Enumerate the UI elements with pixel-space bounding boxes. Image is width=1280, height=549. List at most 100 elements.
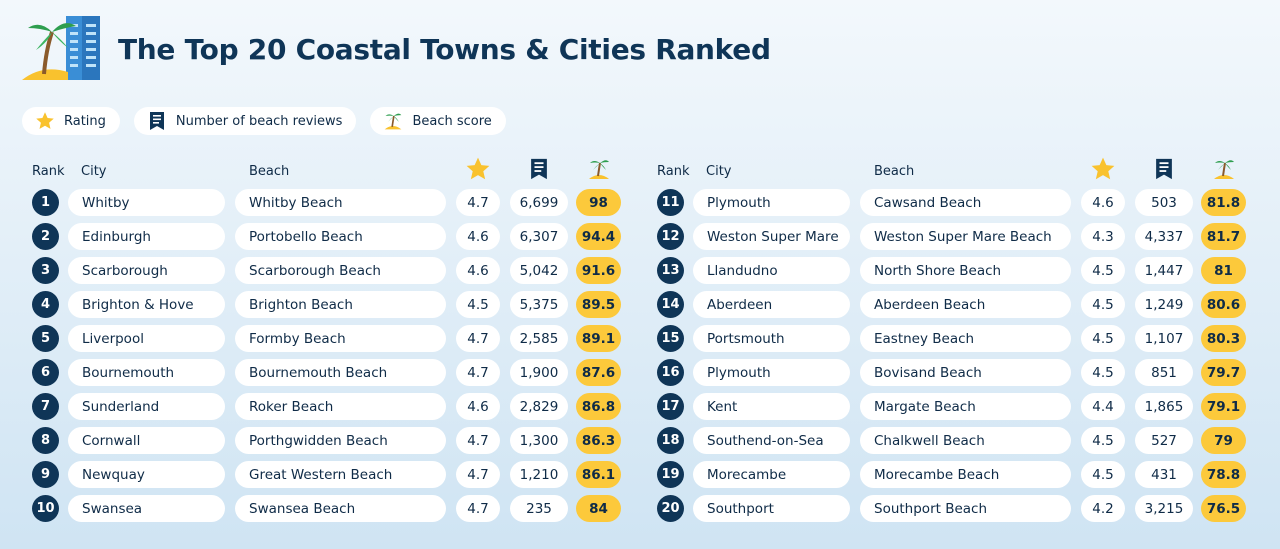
city-cell: Plymouth (693, 189, 850, 216)
city-cell: Southport (693, 495, 850, 522)
rank-header: Rank (32, 164, 65, 179)
document-icon (526, 155, 552, 183)
city-cell: Scarborough (68, 257, 225, 284)
score-cell: 89.1 (576, 325, 621, 352)
score-cell: 79 (1201, 427, 1246, 454)
city-cell: Bournemouth (68, 359, 225, 386)
beach-cell: Bovisand Beach (860, 359, 1071, 386)
reviews-cell: 431 (1135, 461, 1193, 488)
beach-cell: Brighton Beach (235, 291, 446, 318)
rank-badge: 10 (32, 495, 59, 522)
rating-cell: 4.7 (456, 359, 500, 386)
score-cell: 80.6 (1201, 291, 1246, 318)
city-cell: Plymouth (693, 359, 850, 386)
rank-badge: 2 (32, 223, 59, 250)
score-cell: 86.3 (576, 427, 621, 454)
city-cell: Whitby (68, 189, 225, 216)
rating-cell: 4.4 (1081, 393, 1125, 420)
rank-badge: 7 (32, 393, 59, 420)
rating-cell: 4.6 (456, 223, 500, 250)
reviews-cell: 503 (1135, 189, 1193, 216)
beach-cell: North Shore Beach (860, 257, 1071, 284)
rank-badge: 19 (657, 461, 684, 488)
reviews-cell: 5,375 (510, 291, 568, 318)
rating-cell: 4.5 (1081, 291, 1125, 318)
legend-reviews: Number of beach reviews (133, 107, 357, 135)
reviews-cell: 6,307 (510, 223, 568, 250)
legend-score-label: Beach score (412, 113, 492, 129)
legend-rating-label: Rating (64, 113, 106, 129)
reviews-cell: 1,300 (510, 427, 568, 454)
rating-cell: 4.3 (1081, 223, 1125, 250)
score-cell: 79.1 (1201, 393, 1246, 420)
reviews-cell: 1,865 (1135, 393, 1193, 420)
reviews-cell: 2,585 (510, 325, 568, 352)
rank-badge: 14 (657, 291, 684, 318)
rank-badge: 20 (657, 495, 684, 522)
beach-cell: Whitby Beach (235, 189, 446, 216)
beach-cell: Eastney Beach (860, 325, 1071, 352)
beach-cell: Cawsand Beach (860, 189, 1071, 216)
city-cell: Aberdeen (693, 291, 850, 318)
city-cell: Portsmouth (693, 325, 850, 352)
rating-cell: 4.6 (1081, 189, 1125, 216)
page-title: The Top 20 Coastal Towns & Cities Ranked (118, 32, 771, 66)
rank-badge: 11 (657, 189, 684, 216)
legend-rating: Rating (22, 107, 120, 135)
rank-badge: 13 (657, 257, 684, 284)
rank-badge: 9 (32, 461, 59, 488)
legend: Rating Number of beach reviews Beach sco… (22, 107, 506, 135)
city-cell: Morecambe (693, 461, 850, 488)
beach-cell: Swansea Beach (235, 495, 446, 522)
rank-badge: 5 (32, 325, 59, 352)
rank-badge: 1 (32, 189, 59, 216)
score-cell: 76.5 (1201, 495, 1246, 522)
rank-badge: 3 (32, 257, 59, 284)
score-cell: 94.4 (576, 223, 621, 250)
reviews-cell: 1,107 (1135, 325, 1193, 352)
city-cell: Kent (693, 393, 850, 420)
rating-cell: 4.5 (1081, 325, 1125, 352)
score-cell: 98 (576, 189, 621, 216)
rating-cell: 4.7 (456, 461, 500, 488)
reviews-cell: 1,900 (510, 359, 568, 386)
city-cell: Llandudno (693, 257, 850, 284)
beach-header: Beach (249, 164, 290, 179)
city-cell: Swansea (68, 495, 225, 522)
beach-cell: Aberdeen Beach (860, 291, 1071, 318)
city-cell: Liverpool (68, 325, 225, 352)
city-header: City (81, 164, 107, 179)
score-cell: 79.7 (1201, 359, 1246, 386)
rank-badge: 15 (657, 325, 684, 352)
reviews-cell: 851 (1135, 359, 1193, 386)
reviews-cell: 4,337 (1135, 223, 1193, 250)
rank-badge: 6 (32, 359, 59, 386)
score-cell: 86.1 (576, 461, 621, 488)
rating-cell: 4.7 (456, 427, 500, 454)
reviews-cell: 5,042 (510, 257, 568, 284)
score-cell: 86.8 (576, 393, 621, 420)
beach-cell: Formby Beach (235, 325, 446, 352)
beach-cell: Southport Beach (860, 495, 1071, 522)
score-cell: 81 (1201, 257, 1246, 284)
score-cell: 91.6 (576, 257, 621, 284)
star-icon (34, 110, 56, 132)
city-cell: Edinburgh (68, 223, 225, 250)
rating-cell: 4.7 (456, 325, 500, 352)
beach-cell: Great Western Beach (235, 461, 446, 488)
score-cell: 81.8 (1201, 189, 1246, 216)
score-cell: 87.6 (576, 359, 621, 386)
palm-tower-logo-icon (22, 14, 108, 84)
reviews-cell: 1,249 (1135, 291, 1193, 318)
reviews-cell: 1,447 (1135, 257, 1193, 284)
city-header: City (706, 164, 732, 179)
rank-badge: 12 (657, 223, 684, 250)
beach-cell: Portobello Beach (235, 223, 446, 250)
beach-cell: Bournemouth Beach (235, 359, 446, 386)
beach-cell: Porthgwidden Beach (235, 427, 446, 454)
star-icon (465, 155, 491, 183)
beach-cell: Roker Beach (235, 393, 446, 420)
legend-score: Beach score (370, 107, 506, 135)
city-cell: Weston Super Mare (693, 223, 850, 250)
score-cell: 80.3 (1201, 325, 1246, 352)
